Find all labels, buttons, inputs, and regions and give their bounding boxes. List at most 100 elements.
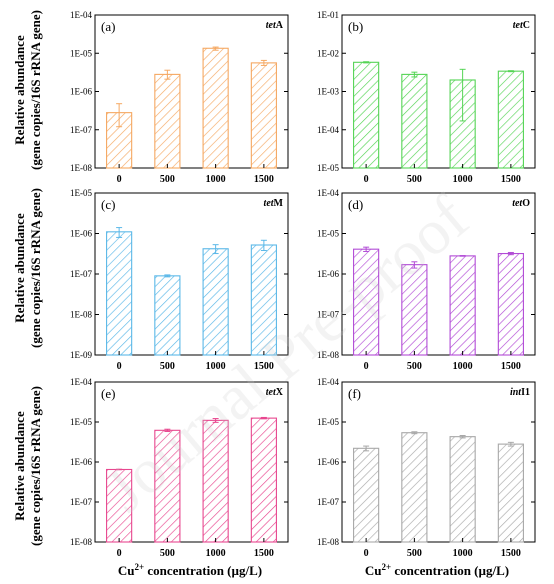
x-tick-label: 500 [160,174,175,185]
xlabel-left: Cu2+ concentration (µg/L) [118,562,262,578]
bar [154,73,181,169]
x-tick-label: 1000 [453,174,473,185]
y-tick-label: 1E-08 [317,537,339,547]
ylabel-row3: Relative abundance [12,411,27,521]
bar [449,255,476,356]
bar [250,62,277,169]
panels: 1E-08 1E-07 1E-06 1E-05 1E-04 0 500 1000 1500 (a)… [70,10,536,559]
x-tick-label: 1000 [453,548,473,559]
y-tick-label: 1E-04 [70,10,92,20]
y-tick-label: 1E-03 [317,87,339,97]
bar [497,443,524,543]
ylabel-row3-sub: (gene copies/16S rRNA gene) [28,386,43,546]
y-tick-label: 1E-08 [70,537,92,547]
gene-label: tetC [513,20,530,31]
bar [250,244,277,356]
ylabel-row2: Relative abundance [12,213,27,323]
y-tick-label: 1E-04 [317,377,339,387]
x-tick-label: 1000 [206,174,226,185]
y-tick-label: 1E-01 [317,10,339,20]
ylabel-row2-sub: (gene copies/16S rRNA gene) [28,188,43,348]
bar [497,252,524,356]
x-tick-label: 1500 [254,174,274,185]
gene-label: tetO [512,198,530,209]
x-tick-label: 500 [160,361,175,372]
x-tick-label: 1500 [254,548,274,559]
bar [202,248,229,356]
bar [106,112,133,169]
y-tick-label: 1E-07 [70,269,92,279]
y-tick-label: 1E-06 [317,269,339,279]
y-tick-label: 1E-07 [317,310,339,320]
x-tick-label: 0 [364,548,369,559]
bar [106,231,133,356]
bar [353,248,380,356]
x-tick-label: 1500 [501,174,521,185]
gene-label: tetX [266,387,284,398]
bar [401,432,428,543]
x-tick-label: 1500 [501,548,521,559]
panel-b: 1E-05 1E-04 1E-03 1E-02 1E-01 0 500 1000 1500 (b)… [317,10,536,185]
y-tick-label: 1E-04 [317,188,339,198]
ylabel-row1-sub: (gene copies/16S rRNA gene) [28,10,43,170]
gene-label: tetM [264,198,284,209]
gene-label: tetA [266,20,284,31]
bar [497,70,524,169]
panel-f: 1E-08 1E-07 1E-06 1E-05 1E-04 0 500 1000 1500 (f)… [317,377,536,559]
bar [250,417,277,543]
y-tick-label: 1E-05 [70,417,92,427]
panel-label: (e) [101,386,115,401]
panel-label: (c) [101,197,115,212]
x-tick-label: 500 [407,548,422,559]
y-tick-label: 1E-05 [70,48,92,58]
y-tick-label: 1E-08 [70,163,92,173]
panel-label: (b) [348,19,363,34]
x-tick-label: 500 [407,174,422,185]
x-tick-label: 0 [364,361,369,372]
gene-label: intI1 [510,387,530,398]
panel-label: (f) [348,386,361,401]
y-tick-label: 1E-04 [317,125,339,135]
x-tick-label: 0 [117,548,122,559]
x-tick-label: 0 [117,361,122,372]
x-tick-label: 500 [407,361,422,372]
y-tick-label: 1E-04 [70,377,92,387]
panel-label: (a) [101,19,115,34]
y-tick-label: 1E-08 [70,310,92,320]
xlabel-right: Cu2+ concentration (µg/L) [365,562,509,578]
y-tick-label: 1E-06 [70,457,92,467]
bar [202,47,229,169]
panel-e: 1E-08 1E-07 1E-06 1E-05 1E-04 0 500 1000 1500 (e)… [70,377,289,559]
y-tick-label: 1E-09 [70,350,92,360]
y-tick-label: 1E-07 [70,125,92,135]
panel-d: 1E-08 1E-07 1E-06 1E-05 1E-04 0 500 1000 1500 (d)… [317,188,536,372]
y-tick-label: 1E-07 [70,497,92,507]
y-tick-label: 1E-06 [70,229,92,239]
y-tick-label: 1E-07 [317,497,339,507]
x-tick-label: 1500 [254,361,274,372]
x-tick-label: 1000 [453,361,473,372]
x-tick-label: 1000 [206,548,226,559]
x-tick-label: 500 [160,548,175,559]
panel-a: 1E-08 1E-07 1E-06 1E-05 1E-04 0 500 1000 1500 (a)… [70,10,289,185]
y-tick-label: 1E-05 [317,417,339,427]
x-tick-label: 0 [117,174,122,185]
y-tick-label: 1E-05 [317,229,339,239]
x-tick-label: 0 [364,174,369,185]
y-tick-label: 1E-06 [317,457,339,467]
bar [449,436,476,543]
y-tick-label: 1E-05 [317,163,339,173]
y-tick-label: 1E-06 [70,87,92,97]
y-tick-label: 1E-05 [70,188,92,198]
bar [353,447,380,543]
x-tick-label: 1000 [206,361,226,372]
y-tick-label: 1E-08 [317,350,339,360]
y-tick-label: 1E-02 [317,48,339,58]
panel-c: 1E-09 1E-08 1E-07 1E-06 1E-05 0 500 1000 1500 (c)… [70,188,289,372]
ylabel-row1: Relative abundance [12,35,27,145]
panel-label: (d) [348,197,363,212]
bar [401,73,428,169]
bar [353,61,380,169]
bar [154,275,181,356]
